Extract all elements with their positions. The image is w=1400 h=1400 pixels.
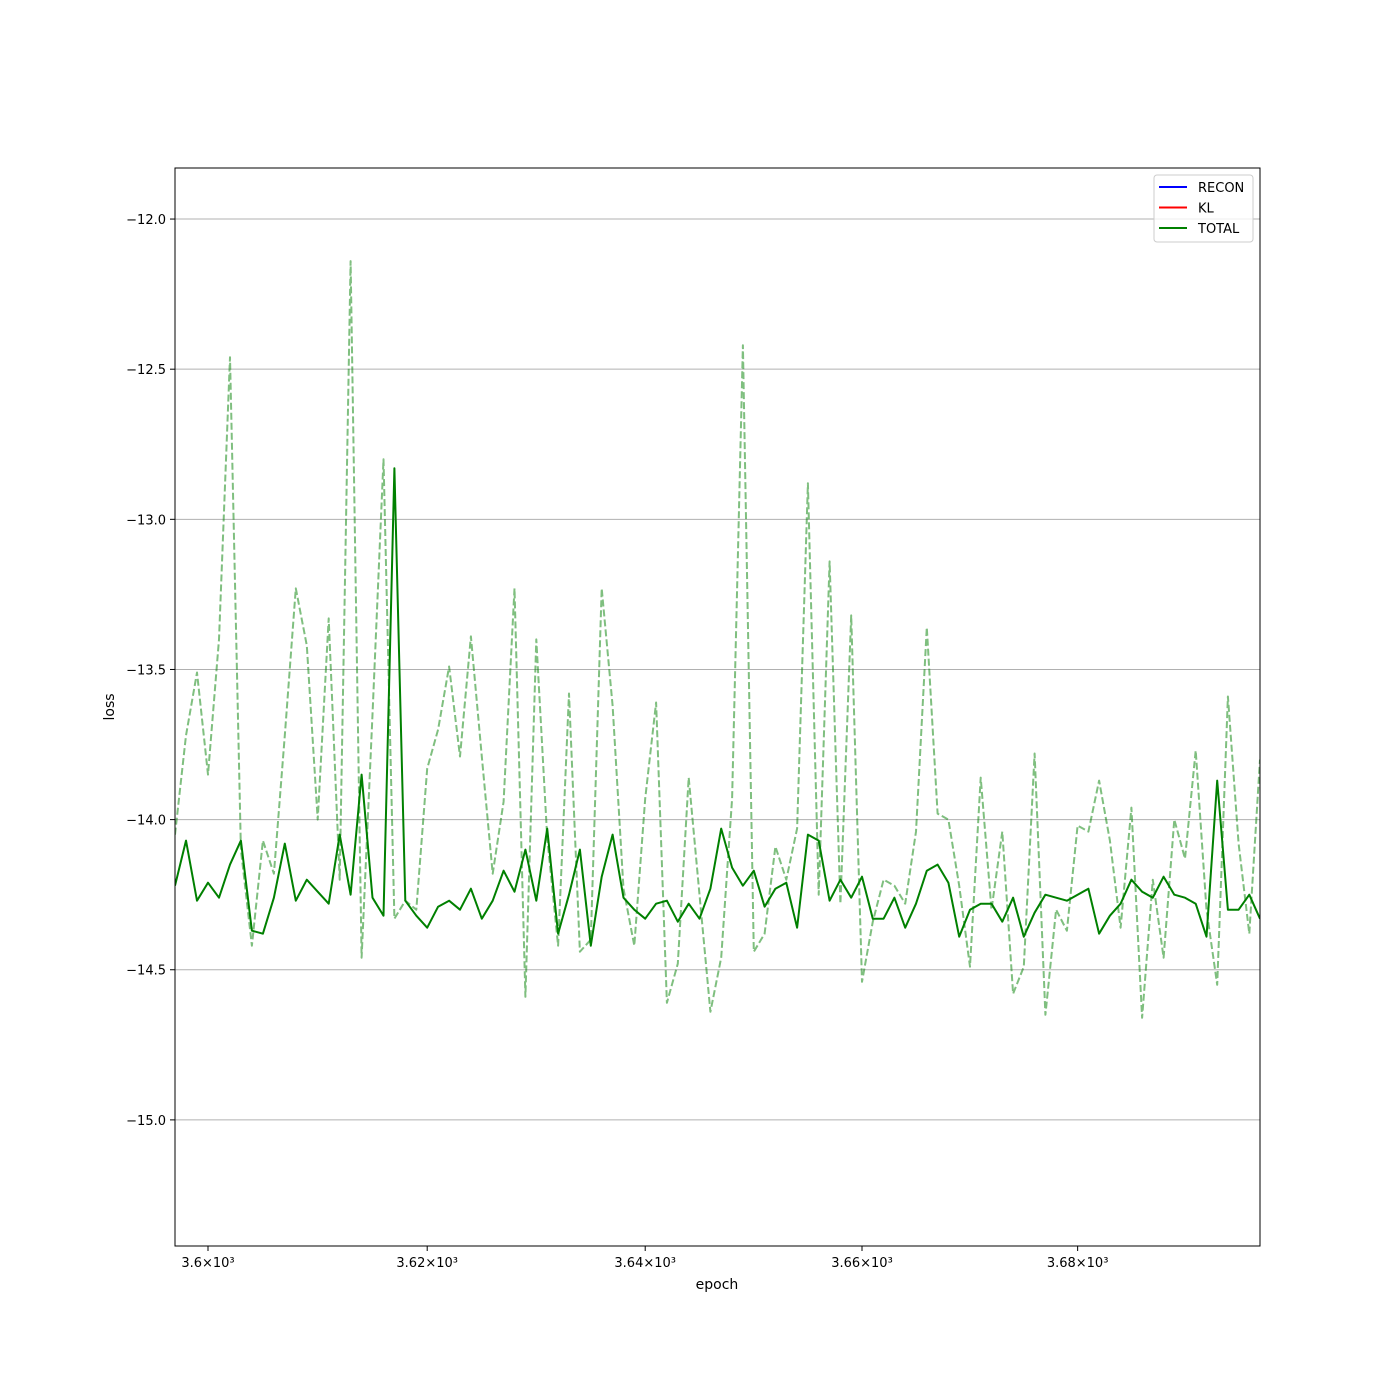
x-tick-label: 3.64×10³ bbox=[614, 1256, 676, 1271]
legend-label-total: TOTAL bbox=[1197, 222, 1240, 237]
y-tick-label: −12.5 bbox=[126, 363, 166, 378]
x-tick-label: 3.6×10³ bbox=[181, 1256, 234, 1271]
series-lines bbox=[175, 260, 1260, 1019]
legend-label-kl: KL bbox=[1198, 202, 1215, 217]
y-tick-label: −13.0 bbox=[126, 513, 166, 528]
y-tick-label: −13.5 bbox=[126, 663, 166, 678]
legend-box bbox=[1153, 174, 1254, 243]
legend: RECON KL TOTAL bbox=[1153, 174, 1254, 243]
plot-area-frame bbox=[174, 167, 1261, 1247]
total-smoothed-line bbox=[175, 467, 1260, 947]
legend-label-recon: RECON bbox=[1198, 181, 1244, 196]
total-raw-line bbox=[175, 260, 1260, 1019]
y-tick-label: −14.5 bbox=[126, 964, 166, 979]
x-axis-ticks: 3.6×10³ 3.62×10³ 3.64×10³ 3.66×10³ 3.68×10³ bbox=[181, 1246, 1108, 1271]
y-tick-label: −12.0 bbox=[126, 213, 166, 228]
grid-lines bbox=[175, 218, 1260, 1121]
y-axis-label: loss bbox=[102, 693, 118, 720]
y-tick-label: −15.0 bbox=[126, 1114, 166, 1129]
x-tick-label: 3.62×10³ bbox=[396, 1256, 458, 1271]
x-tick-label: 3.68×10³ bbox=[1047, 1256, 1109, 1271]
y-axis-ticks: −12.0 −12.5 −13.0 −13.5 −14.0 −14.5 −15.0 bbox=[126, 213, 175, 1129]
x-axis-label: epoch bbox=[696, 1277, 739, 1293]
x-tick-label: 3.66×10³ bbox=[831, 1256, 893, 1271]
y-tick-label: −14.0 bbox=[126, 814, 166, 829]
